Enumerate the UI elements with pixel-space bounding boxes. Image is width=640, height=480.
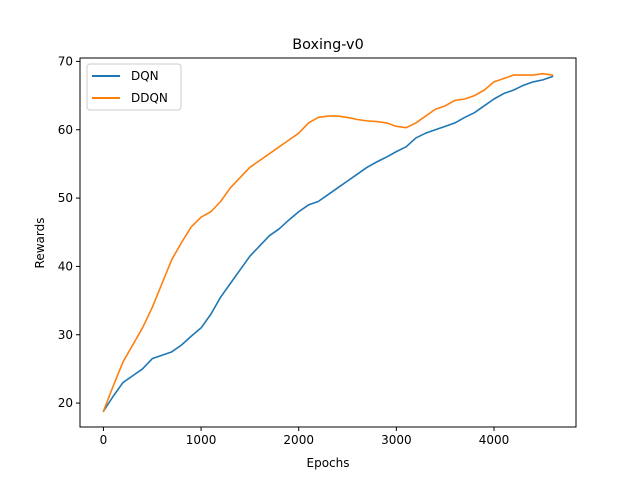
x-axis-label: Epochs xyxy=(307,456,350,470)
y-axis-label: Rewards xyxy=(33,218,47,269)
y-tick-label: 50 xyxy=(58,191,73,205)
x-tick-label: 4000 xyxy=(479,433,510,447)
x-tick-label: 1000 xyxy=(186,433,217,447)
series-line-dqn xyxy=(102,75,554,413)
x-axis-ticks: 0 1000 2000 3000 4000 xyxy=(100,427,510,447)
y-tick-label: 60 xyxy=(58,123,73,137)
y-tick-label: 40 xyxy=(58,259,73,273)
series-layer xyxy=(102,72,554,413)
y-tick-label: 30 xyxy=(58,328,73,342)
y-tick-label: 70 xyxy=(58,54,73,68)
legend-label-ddqn: DDQN xyxy=(131,91,168,105)
chart-title: Boxing-v0 xyxy=(292,37,363,53)
legend-label-dqn: DQN xyxy=(131,69,159,83)
plot-frame xyxy=(79,57,577,428)
series-line-ddqn xyxy=(102,72,554,413)
y-tick-label: 20 xyxy=(58,396,73,410)
legend: DQN DDQN xyxy=(86,63,182,111)
x-tick-label: 3000 xyxy=(381,433,412,447)
x-tick-label: 2000 xyxy=(283,433,314,447)
y-axis-ticks: 20 30 40 50 60 70 xyxy=(58,54,80,410)
x-tick-label: 0 xyxy=(100,433,108,447)
